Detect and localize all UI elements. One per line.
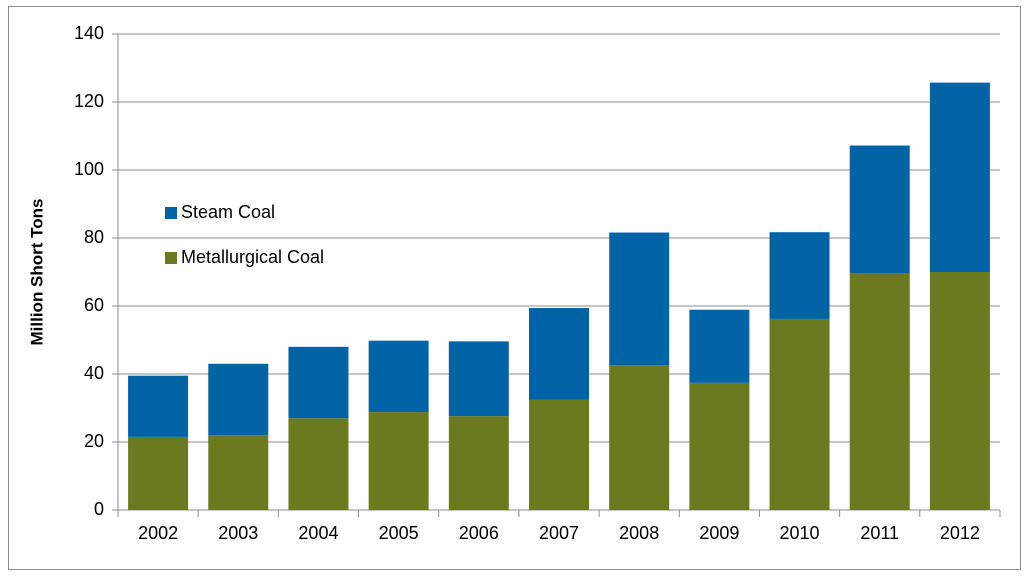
bar-segment (849, 273, 910, 510)
y-tick-label: 120 (74, 91, 104, 111)
legend-swatch (165, 252, 177, 264)
x-tick-label: 2004 (298, 523, 338, 543)
x-tick-label: 2010 (780, 523, 820, 543)
bar-segment (448, 341, 509, 417)
x-tick-label: 2011 (860, 523, 899, 543)
bar-segment (929, 82, 990, 273)
y-tick-label: 80 (84, 227, 104, 247)
bar-segment (609, 232, 670, 366)
bar-segment (529, 399, 589, 510)
bar-segment (288, 346, 349, 419)
y-tick-label: 140 (74, 23, 104, 43)
x-tick-label: 2005 (379, 523, 419, 543)
bar-segment (128, 436, 189, 510)
y-axis-label: Million Short Tons (27, 199, 46, 346)
x-tick-label: 2008 (619, 523, 659, 543)
bar-segment (849, 145, 910, 274)
legend-swatch (165, 207, 177, 219)
x-tick-label: 2007 (539, 523, 579, 543)
y-tick-label: 40 (84, 363, 104, 383)
bar-segment (609, 365, 670, 510)
bar-segment (529, 308, 589, 400)
bar-segment (208, 435, 269, 510)
bar-segment (368, 412, 429, 510)
legend-label: Metallurgical Coal (181, 247, 324, 267)
bar-segment (128, 375, 189, 437)
x-tick-label: 2003 (218, 523, 258, 543)
bar-segment (689, 309, 750, 383)
x-tick-label: 2012 (940, 523, 980, 543)
bar-segment (689, 382, 750, 510)
bar-segment (929, 272, 990, 510)
bar-segment (448, 416, 509, 510)
x-tick-label: 2006 (459, 523, 499, 543)
y-tick-label: 20 (84, 431, 104, 451)
bar-segment (368, 340, 429, 413)
x-tick-label: 2009 (699, 523, 739, 543)
legend-label: Steam Coal (181, 202, 275, 222)
y-tick-label: 60 (84, 295, 104, 315)
bar-segment (288, 418, 349, 510)
bar-segment (769, 318, 830, 510)
x-tick-label: 2002 (138, 523, 178, 543)
y-tick-label: 100 (74, 159, 104, 179)
y-tick-label: 0 (94, 499, 104, 519)
bar-segment (208, 363, 269, 436)
bar-segment (769, 232, 830, 319)
